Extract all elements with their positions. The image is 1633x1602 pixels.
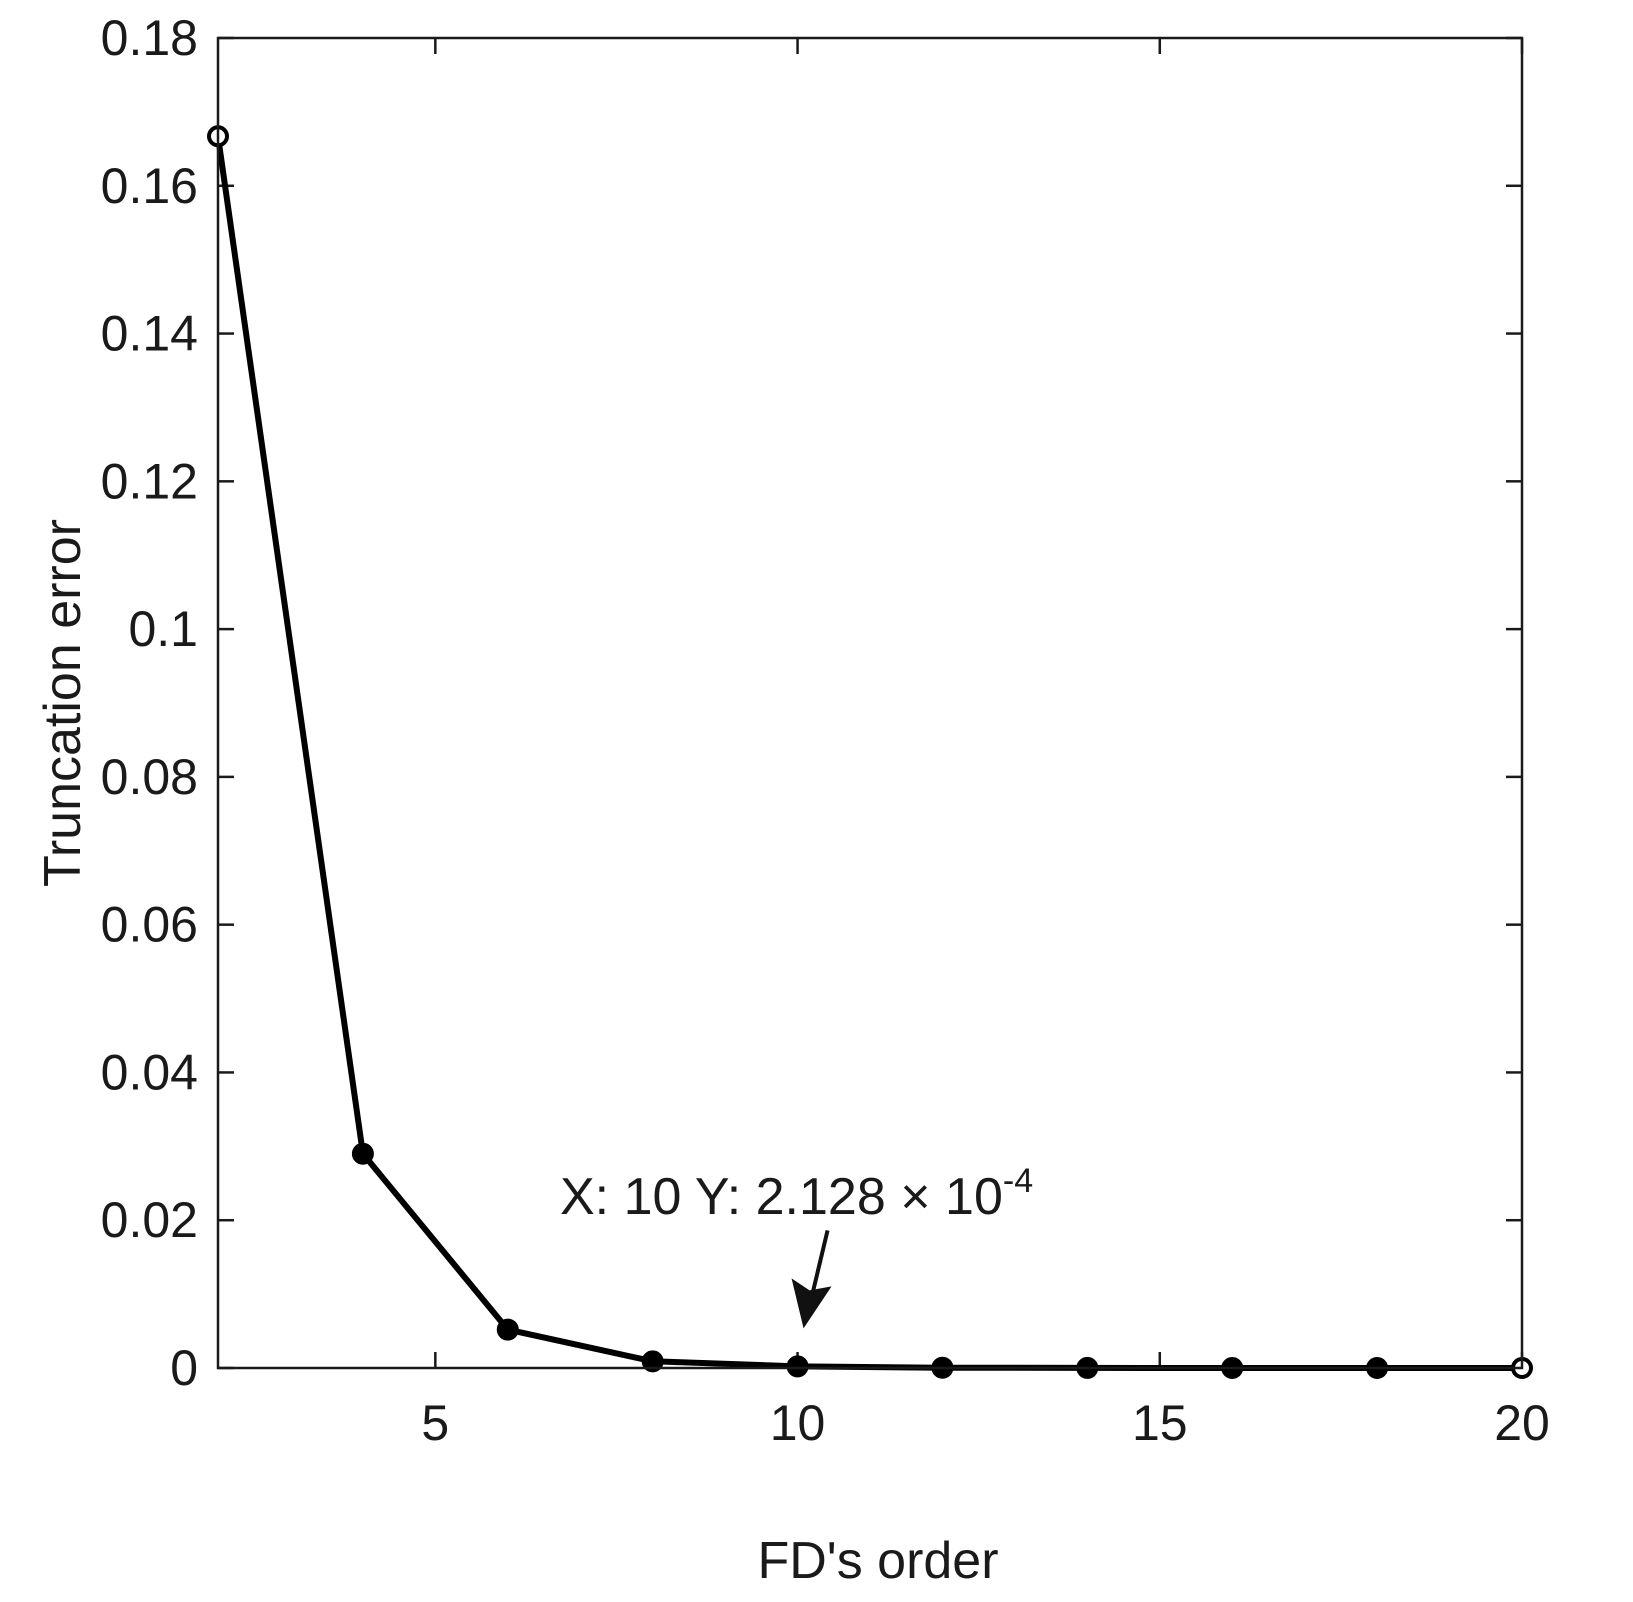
x-tick-label: 20: [1494, 1395, 1550, 1451]
data-tip-arrowhead: [791, 1278, 832, 1329]
y-tick-label: 0.16: [101, 158, 198, 214]
y-axis-label: Truncation error: [34, 519, 92, 887]
x-axis-ticks: 5 10 15 20: [421, 38, 1550, 1451]
y-tick-label: 0.04: [101, 1044, 198, 1100]
x-tick-label: 15: [1132, 1395, 1188, 1451]
data-point: [786, 1355, 809, 1378]
y-tick-label: 0.18: [101, 10, 198, 66]
data-tip-annotation: X: 10 Y: 2.128 × 10-4: [560, 1162, 1033, 1329]
x-tick-label: 10: [770, 1395, 826, 1451]
y-tick-label: 0.1: [128, 601, 198, 657]
y-tick-label: 0.02: [101, 1192, 198, 1248]
data-tip-main: X: 10 Y: 2.128 × 10: [560, 1168, 1003, 1226]
y-tick-label: 0.14: [101, 306, 198, 362]
y-tick-label: 0.12: [101, 453, 198, 509]
y-tick-label: 0.08: [101, 749, 198, 805]
data-point: [496, 1318, 519, 1341]
y-tick-label: 0: [170, 1340, 198, 1396]
x-axis-label: FD's order: [757, 1532, 998, 1590]
y-axis-ticks: 0 0.02 0.04 0.06 0.08 0.1 0.12 0.14 0.16 0.18: [101, 10, 1522, 1396]
data-point: [641, 1350, 664, 1373]
x-tick-label: 5: [421, 1395, 449, 1451]
data-tip-exponent: -4: [1003, 1162, 1033, 1200]
data-point: [351, 1142, 374, 1165]
data-tip-text: X: 10 Y: 2.128 × 10-4: [560, 1162, 1033, 1226]
plot-area-frame: [216, 36, 1524, 1370]
y-tick-label: 0.06: [101, 897, 198, 953]
